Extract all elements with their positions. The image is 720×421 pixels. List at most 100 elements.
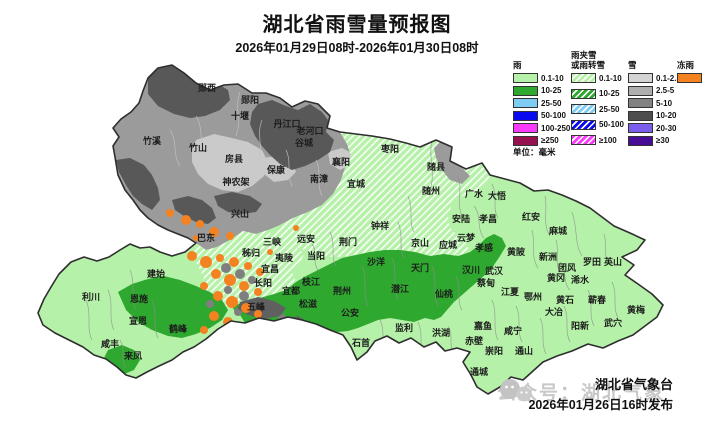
legend-swatch (628, 110, 653, 121)
city-label: 江夏 (501, 286, 520, 297)
city-label: 枣阳 (380, 143, 399, 154)
city-label: 蔡甸 (476, 277, 495, 288)
legend-item: 100-250 (513, 123, 570, 133)
county-borders-nw (169, 91, 323, 197)
city-label: 老河口 (295, 125, 323, 136)
city-label: 嘉鱼 (473, 320, 492, 331)
legend-item (677, 73, 705, 83)
city-label: 蕲春 (588, 294, 607, 305)
city-label: 黄陂 (507, 246, 526, 257)
city-label: 大悟 (488, 190, 506, 201)
legend-item: 25-50 (571, 104, 624, 114)
city-label: 黄石 (556, 294, 574, 305)
city-label: 罗田 (583, 257, 601, 267)
legend-item: ≥250 (513, 135, 570, 146)
legend-group-title: 雨夹雪 或雨转雪 (571, 50, 606, 70)
city-label: 宜都 (282, 285, 300, 296)
city-label: 赤壁 (465, 335, 483, 346)
legend-item: 0.1-10 (513, 73, 570, 83)
watermark: 公众号：湖北气象 (497, 378, 665, 405)
city-label: 咸丰 (101, 338, 119, 349)
city-label: 丹江口 (273, 118, 300, 129)
legend-item: ≥30 (628, 135, 681, 146)
legend-group-title: 雪 (628, 60, 637, 70)
city-label: 郧阳 (241, 95, 259, 105)
legend-swatch (571, 88, 596, 99)
region-snow-dark-zhuxi (116, 158, 160, 210)
region-snow-mid-suixian (434, 142, 470, 184)
legend-swatch (628, 98, 653, 108)
city-label: 随州 (422, 185, 440, 196)
region-rain-heavy-enshi (118, 276, 228, 338)
city-label: 神农架 (222, 176, 249, 187)
city-label: 竹溪 (142, 135, 162, 146)
legend-group-sleet: 雨夹雪 或雨转雪 0.1-10 10-25 25-50 50-100 ≥100 (571, 50, 624, 151)
legend-swatch (628, 73, 653, 83)
city-label: 利川 (81, 291, 100, 302)
legend-item-label: 0.1-10 (599, 73, 622, 83)
legend-item: 25-50 (513, 98, 570, 108)
city-label: 麻城 (548, 225, 567, 236)
city-label: 广水 (465, 188, 484, 199)
legend-item-label: ≥250 (541, 136, 559, 145)
legend-swatch (513, 73, 538, 83)
region-rain-heavy-central (232, 234, 506, 332)
city-label: 宜昌 (261, 263, 279, 274)
legend-item-label: 0.1-10 (541, 73, 564, 83)
region-snow-dark-wufeng (238, 297, 286, 319)
city-label: 石首 (351, 337, 370, 348)
city-label: 长阳 (254, 277, 272, 288)
city-label: 南漳 (310, 173, 328, 184)
city-label: 三峡 (263, 236, 282, 247)
city-label: 潜江 (391, 283, 409, 294)
legend-item: 2.5-5 (628, 85, 681, 96)
city-label: 宣恩 (129, 315, 147, 326)
city-label: 建始 (147, 268, 165, 279)
legend-swatch (677, 73, 702, 83)
page-title: 湖北省雨雪量预报图 (262, 14, 452, 36)
region-snow-dark-yunxi (148, 66, 230, 118)
legend-swatch (628, 85, 653, 96)
legend-item: 50-100 (513, 110, 570, 121)
legend-group-rain: 雨 0.1-10 10-25 25-50 50-100 100-250 ≥250 (513, 50, 570, 148)
legend-item-label: 10-25 (541, 86, 562, 95)
city-label: 通城 (470, 366, 488, 377)
legend-swatch (571, 104, 596, 114)
legend-unit-label: 单位：毫米 (513, 147, 556, 157)
city-label: 五峰 (247, 301, 266, 312)
province-outline (37, 64, 664, 395)
legend-item-label: 50-100 (599, 120, 624, 129)
legend-item-label: 10-20 (656, 111, 677, 120)
legend: 单位：毫米 雨 0.1-10 10-25 25-50 50-100 100-250 ≥250… (505, 50, 717, 170)
city-label: 黄梅 (627, 304, 645, 315)
city-label: 秭归 (241, 247, 260, 258)
legend-item: 0.1-10 (571, 73, 624, 83)
issue-time: 2026年01月26日16时发布 (528, 398, 673, 412)
legend-swatch (571, 135, 596, 145)
city-label: 浠水 (571, 274, 590, 285)
legend-swatch (571, 73, 596, 83)
city-label: 武汉 (485, 265, 504, 276)
city-label: 孝昌 (478, 213, 497, 224)
city-label: 当阳 (307, 250, 325, 261)
city-label: 兴山 (231, 208, 249, 219)
city-label: 武穴 (604, 317, 622, 328)
city-label: 大冶 (545, 306, 563, 317)
city-label: 公安 (341, 307, 359, 318)
legend-swatch (571, 119, 596, 130)
city-label: 新洲 (539, 251, 557, 262)
city-label: 黄冈 (547, 272, 565, 283)
issuing-agency: 湖北省气象台 (594, 377, 673, 392)
legend-item: 5-10 (628, 98, 681, 108)
watermark-text: 公众号：湖北气象 (497, 383, 666, 404)
city-label: 荆州 (333, 285, 351, 296)
city-label: 京山 (411, 237, 429, 248)
city-label: 通山 (515, 345, 533, 356)
city-label: 随县 (427, 161, 445, 172)
city-label: 保康 (266, 164, 286, 175)
region-sleet-north (272, 132, 490, 257)
legend-swatch (513, 110, 538, 121)
city-label: 仙桃 (435, 288, 453, 299)
city-label: 洪湖 (432, 327, 450, 338)
